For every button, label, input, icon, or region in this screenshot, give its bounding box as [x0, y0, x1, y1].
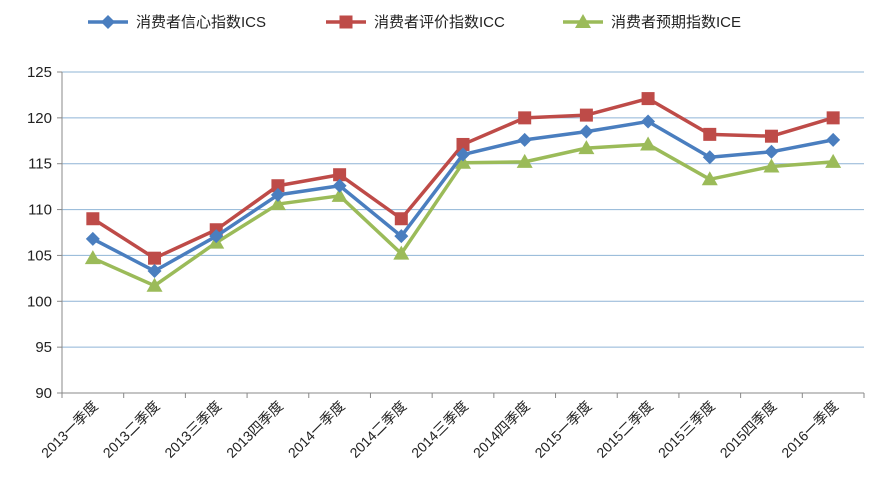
- data-point: [763, 158, 780, 173]
- data-point: [333, 168, 347, 182]
- y-tick-label: 95: [35, 339, 52, 356]
- data-point: [701, 171, 718, 186]
- data-point: [456, 137, 470, 151]
- data-point: [270, 187, 285, 202]
- data-point: [578, 140, 595, 155]
- y-tick-label: 125: [27, 64, 52, 81]
- data-point: [456, 147, 470, 162]
- y-tick-label: 90: [35, 385, 52, 402]
- legend-label: 消费者评价指数ICC: [374, 14, 505, 31]
- legend: 消费者信心指数ICS 消费者评价指数ICC 消费者预期指数ICE: [88, 14, 741, 31]
- data-point: [394, 229, 409, 244]
- data-point: [640, 136, 657, 151]
- x-tick-label: 2013一季度: [38, 398, 101, 461]
- data-point: [516, 153, 533, 168]
- data-point: [84, 250, 101, 265]
- x-tick-label: 2014四季度: [470, 398, 533, 461]
- x-tick-label: 2015四季度: [717, 398, 780, 461]
- x-tick-label: 2014三季度: [408, 398, 471, 461]
- x-tick-label: 2015一季度: [531, 398, 594, 461]
- data-point: [147, 264, 162, 279]
- x-tick-label: 2015二季度: [593, 398, 656, 461]
- y-tick-label: 110: [28, 202, 52, 219]
- x-tick-label: 2014一季度: [285, 398, 348, 461]
- data-point: [148, 251, 162, 265]
- data-point: [826, 111, 840, 125]
- axes: [61, 72, 864, 394]
- data-point: [517, 132, 532, 147]
- data-point: [269, 196, 286, 211]
- gridlines: [62, 71, 864, 348]
- x-tick-label: 2013二季度: [100, 398, 163, 461]
- data-point: [339, 15, 353, 29]
- data-point: [641, 114, 656, 129]
- legend-item: 消费者信心指数ICS: [88, 14, 266, 31]
- y-tick-label: 120: [27, 110, 52, 127]
- data-point: [331, 187, 348, 202]
- data-point: [703, 127, 717, 141]
- x-tick-label: 2016一季度: [778, 398, 841, 461]
- series-diamond: [85, 114, 841, 279]
- data-point: [575, 14, 591, 28]
- data-point: [271, 179, 285, 193]
- data-point: [518, 111, 532, 125]
- legend-item: 消费者预期指数ICE: [563, 14, 741, 31]
- series-group: [84, 92, 842, 292]
- data-point: [85, 231, 100, 246]
- data-point: [764, 144, 779, 159]
- data-point: [764, 129, 778, 143]
- data-point: [393, 245, 410, 260]
- data-point: [146, 277, 163, 292]
- y-tick-label: 105: [27, 247, 52, 264]
- data-point: [825, 153, 842, 168]
- x-axis-ticks: 2013一季度2013二季度2013三季度2013四季度2014一季度2014二…: [38, 393, 865, 461]
- data-point: [455, 154, 471, 169]
- legend-label: 消费者预期指数ICE: [611, 14, 741, 31]
- y-axis-ticks: 90 95 100 105 110 115 120 125: [27, 64, 62, 402]
- data-point: [332, 178, 347, 193]
- data-point: [826, 132, 841, 147]
- x-tick-label: 2015三季度: [655, 398, 718, 461]
- x-tick-label: 2013三季度: [161, 398, 224, 461]
- data-point: [209, 229, 224, 244]
- data-point: [86, 212, 100, 226]
- x-tick-label: 2013四季度: [223, 398, 286, 461]
- legend-label: 消费者信心指数ICS: [136, 14, 266, 31]
- x-tick-label: 2014二季度: [346, 398, 409, 461]
- data-point: [101, 15, 115, 29]
- data-point: [579, 124, 594, 139]
- data-point: [641, 92, 655, 106]
- legend-item: 消费者评价指数ICC: [326, 14, 505, 31]
- y-tick-label: 100: [27, 293, 52, 310]
- data-point: [394, 212, 408, 226]
- y-tick-label: 115: [28, 156, 52, 173]
- data-point: [579, 108, 593, 122]
- data-point: [702, 150, 717, 165]
